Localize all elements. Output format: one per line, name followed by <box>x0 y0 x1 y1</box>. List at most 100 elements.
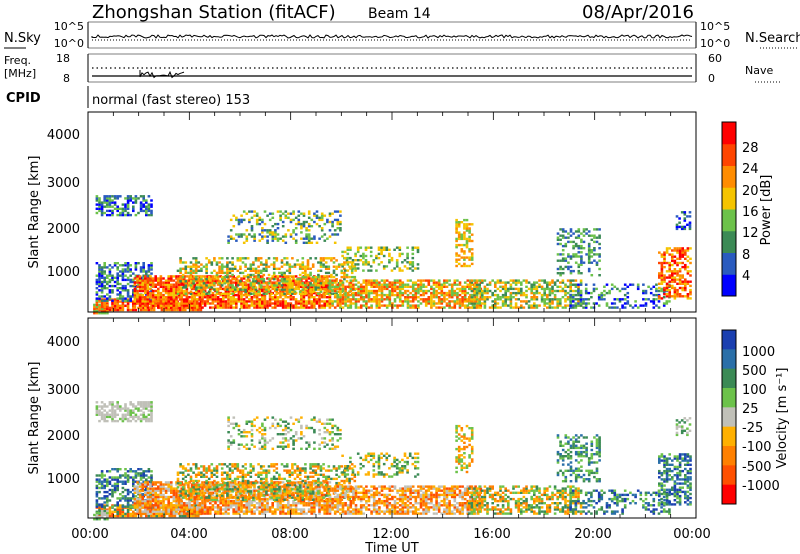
power-cell <box>189 306 192 310</box>
power-cell <box>188 275 191 278</box>
power-cell <box>279 214 282 217</box>
power-cell <box>684 284 687 288</box>
power-cell <box>95 305 99 309</box>
power-cell <box>404 300 407 303</box>
power-cell <box>261 293 264 297</box>
velocity-cell <box>121 486 125 490</box>
velocity-cell <box>129 468 132 471</box>
power-cell <box>175 283 178 286</box>
velocity-cell <box>132 514 135 518</box>
power-cell <box>288 290 292 293</box>
power-cell <box>209 302 212 305</box>
velocity-cell <box>113 484 117 488</box>
velocity-cell <box>170 487 173 490</box>
power-cell <box>362 252 365 256</box>
power-cell <box>261 237 264 240</box>
power-cell <box>183 291 186 295</box>
power-cell <box>285 286 289 289</box>
velocity-cell <box>139 476 143 479</box>
power-cell <box>608 306 611 309</box>
power-cell <box>494 300 497 303</box>
power-cell <box>220 292 224 295</box>
power-cell <box>144 275 147 278</box>
power-cell <box>227 241 230 244</box>
power-cell <box>455 218 458 222</box>
power-cell <box>354 263 357 266</box>
power-cell <box>398 254 402 258</box>
power-cell <box>538 291 541 295</box>
power-cell <box>258 306 261 309</box>
power-cell <box>466 300 470 303</box>
power-cell <box>175 275 178 278</box>
power-cell <box>354 279 358 282</box>
power-cell <box>281 298 285 301</box>
power-cell <box>121 278 125 282</box>
power-cell <box>406 289 410 293</box>
velocity-cell <box>136 506 139 509</box>
velocity-cell <box>121 514 125 518</box>
power-cell <box>279 285 282 288</box>
power-cell <box>239 267 242 270</box>
power-cell <box>223 271 227 275</box>
power-cell <box>419 302 423 305</box>
power-cell <box>391 304 394 307</box>
power-cell <box>258 218 262 222</box>
power-cell <box>540 298 544 301</box>
velocity-cell <box>98 413 101 416</box>
power-cell <box>349 285 353 288</box>
power-cell <box>566 291 570 295</box>
power-cell <box>344 285 347 288</box>
power-cell <box>289 233 293 236</box>
power-cell <box>430 279 433 282</box>
power-cell <box>284 304 287 307</box>
power-cell <box>380 296 384 299</box>
power-cell <box>411 283 415 286</box>
power-cell <box>610 283 614 286</box>
power-cell <box>483 298 487 301</box>
power-cell <box>349 304 353 307</box>
power-cell <box>253 275 256 278</box>
power-cell <box>486 291 489 295</box>
power-cell <box>414 306 418 309</box>
velocity-cell <box>175 499 178 503</box>
nsky-tick-bottom: 10^0 <box>54 37 84 50</box>
power-cell <box>121 209 125 213</box>
power-cell <box>665 293 669 296</box>
power-cell <box>305 285 308 288</box>
power-cell <box>184 284 188 287</box>
power-cell <box>320 296 324 299</box>
power-cell <box>372 289 376 293</box>
velocity-cell <box>150 470 153 473</box>
velocity-cell <box>126 490 130 494</box>
power-cell <box>297 214 301 217</box>
power-cell <box>605 291 609 295</box>
velocity-cell <box>108 512 112 516</box>
power-cell <box>226 275 229 279</box>
power-cell <box>328 293 332 297</box>
power-cell <box>398 291 402 295</box>
velocity-cell <box>95 484 99 488</box>
power-cell <box>253 293 256 297</box>
power-cell <box>164 285 168 288</box>
freq-trace <box>139 70 185 79</box>
power-cell <box>249 265 253 268</box>
power-cell <box>478 289 481 293</box>
velocity-cell <box>103 484 106 488</box>
power-cell <box>95 303 99 307</box>
power-cell <box>193 298 196 301</box>
power-cell <box>561 289 565 293</box>
power-cell <box>336 233 340 236</box>
power-cell <box>339 306 342 309</box>
power-cell <box>463 227 466 230</box>
power-cell <box>486 298 489 301</box>
power-cell <box>231 284 234 287</box>
power-cell <box>197 286 201 289</box>
power-cell <box>443 279 446 282</box>
power-cell <box>319 288 323 291</box>
velocity-cell <box>190 508 194 511</box>
power-cell <box>367 300 371 303</box>
power-cell <box>146 302 150 305</box>
velocity-cell <box>190 485 194 488</box>
power-cell <box>396 279 399 282</box>
power-cell <box>291 275 294 279</box>
